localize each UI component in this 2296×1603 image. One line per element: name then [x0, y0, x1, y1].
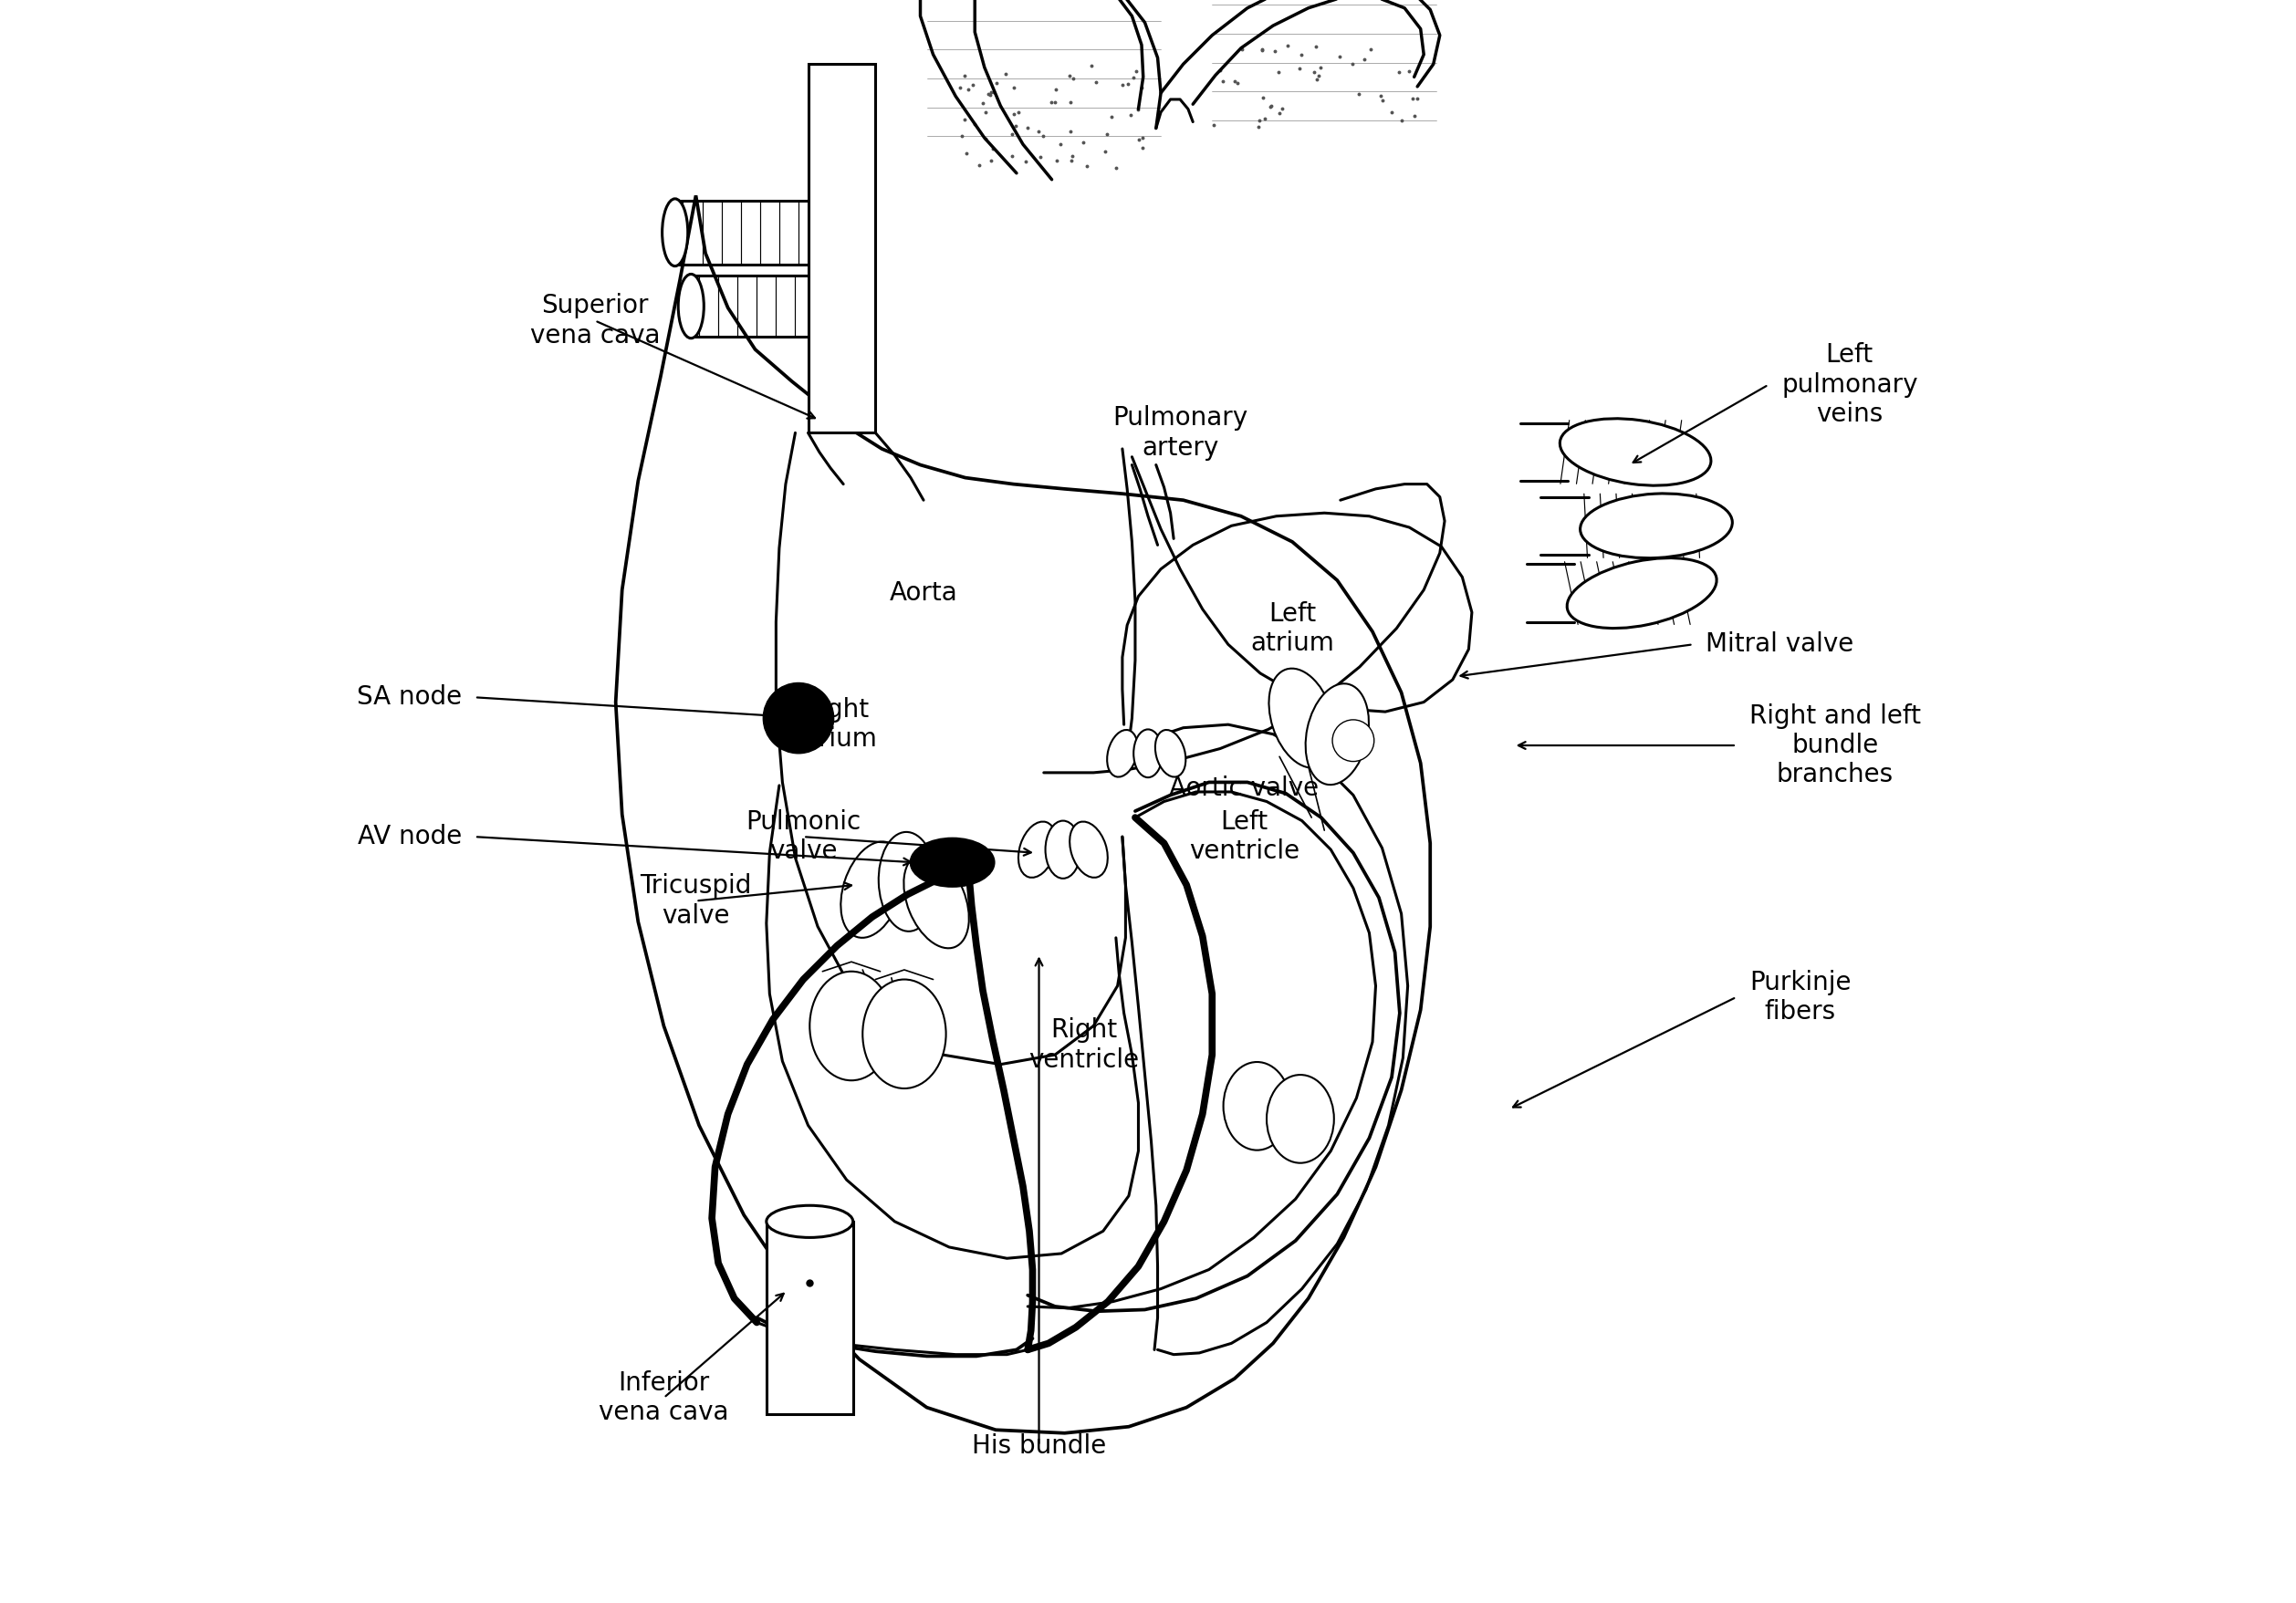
Text: SA node: SA node	[356, 684, 461, 710]
Ellipse shape	[661, 199, 689, 266]
Text: Tricuspid
valve: Tricuspid valve	[641, 874, 751, 928]
Ellipse shape	[810, 971, 893, 1080]
Text: Right
ventricle: Right ventricle	[1029, 1018, 1139, 1072]
Circle shape	[1332, 720, 1373, 761]
Ellipse shape	[840, 842, 905, 938]
Text: Purkinje
fibers: Purkinje fibers	[1750, 970, 1851, 1024]
Ellipse shape	[879, 832, 937, 931]
Polygon shape	[615, 196, 1430, 1433]
Text: His bundle: His bundle	[971, 1433, 1107, 1459]
Text: Mitral valve: Mitral valve	[1706, 632, 1855, 657]
Text: Superior
vena cava: Superior vena cava	[530, 293, 659, 348]
Ellipse shape	[1045, 821, 1081, 878]
Text: Pulmonary
artery: Pulmonary artery	[1114, 406, 1247, 460]
Text: Inferior
vena cava: Inferior vena cava	[599, 1371, 728, 1425]
Ellipse shape	[767, 1205, 854, 1238]
Ellipse shape	[1134, 729, 1162, 777]
Text: Left
pulmonary
veins: Left pulmonary veins	[1782, 343, 1917, 426]
Text: Left
atrium: Left atrium	[1251, 601, 1334, 656]
Ellipse shape	[905, 853, 969, 949]
Ellipse shape	[1224, 1063, 1290, 1151]
Ellipse shape	[1267, 1076, 1334, 1164]
Bar	[767, 1221, 854, 1414]
Text: Left
ventricle: Left ventricle	[1189, 810, 1300, 864]
Ellipse shape	[912, 838, 994, 886]
Text: Pulmonic
valve: Pulmonic valve	[746, 810, 861, 864]
Ellipse shape	[863, 979, 946, 1088]
Text: Aorta: Aorta	[889, 580, 957, 606]
Circle shape	[762, 683, 833, 753]
Ellipse shape	[1568, 558, 1717, 628]
Ellipse shape	[1270, 668, 1334, 768]
Ellipse shape	[1580, 494, 1733, 558]
Ellipse shape	[1155, 729, 1185, 777]
Text: Aortic valve: Aortic valve	[1169, 776, 1320, 802]
Ellipse shape	[1070, 822, 1107, 877]
Text: Right and left
bundle
branches: Right and left bundle branches	[1750, 704, 1922, 787]
Polygon shape	[808, 64, 875, 433]
Ellipse shape	[1559, 418, 1711, 486]
Text: AV node: AV node	[358, 824, 461, 850]
Ellipse shape	[1306, 683, 1368, 785]
Ellipse shape	[1019, 822, 1056, 877]
Text: Right
atrium: Right atrium	[794, 697, 877, 752]
Ellipse shape	[677, 274, 705, 338]
Ellipse shape	[1107, 729, 1137, 777]
